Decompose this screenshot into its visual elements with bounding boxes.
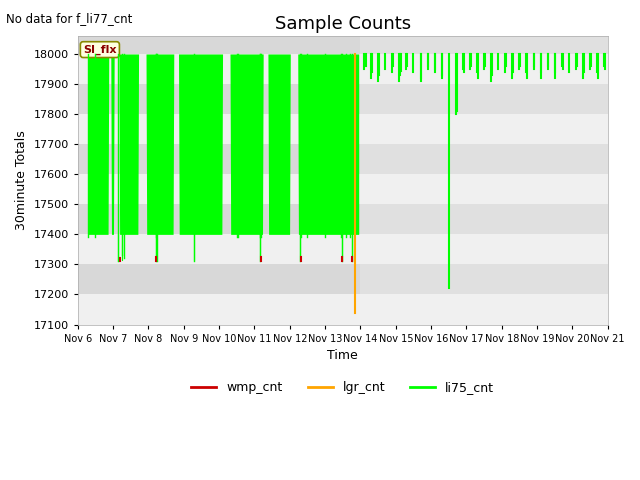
Bar (78, 54, 608, 84)
Bar (78, 114, 608, 144)
Bar (78, 295, 608, 324)
Bar (78, 54, 608, 84)
Text: No data for f_li77_cnt: No data for f_li77_cnt (6, 12, 132, 25)
Bar (78, 234, 608, 264)
Title: Sample Counts: Sample Counts (275, 15, 411, 33)
Bar (78, 174, 608, 204)
X-axis label: Time: Time (328, 349, 358, 362)
Text: SI_flx: SI_flx (83, 45, 116, 55)
Y-axis label: 30minute Totals: 30minute Totals (15, 131, 28, 230)
Bar (78, 295, 608, 324)
Bar (360, 36, 608, 324)
Bar (78, 114, 608, 144)
Bar (78, 234, 608, 264)
Legend: wmp_cnt, lgr_cnt, li75_cnt: wmp_cnt, lgr_cnt, li75_cnt (186, 376, 499, 399)
Bar (78, 174, 608, 204)
